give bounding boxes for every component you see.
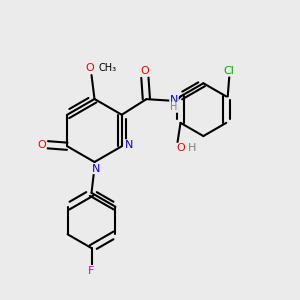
Text: CH₃: CH₃	[99, 63, 117, 73]
Text: N: N	[92, 164, 100, 174]
Text: N: N	[124, 140, 133, 150]
Text: Cl: Cl	[224, 66, 235, 76]
Text: F: F	[88, 266, 95, 276]
Text: O: O	[140, 66, 149, 76]
Text: H: H	[170, 102, 178, 112]
Text: O: O	[176, 143, 185, 153]
Text: N: N	[170, 95, 178, 105]
Text: H: H	[188, 143, 196, 153]
Text: O: O	[85, 63, 94, 73]
Text: O: O	[37, 140, 46, 150]
